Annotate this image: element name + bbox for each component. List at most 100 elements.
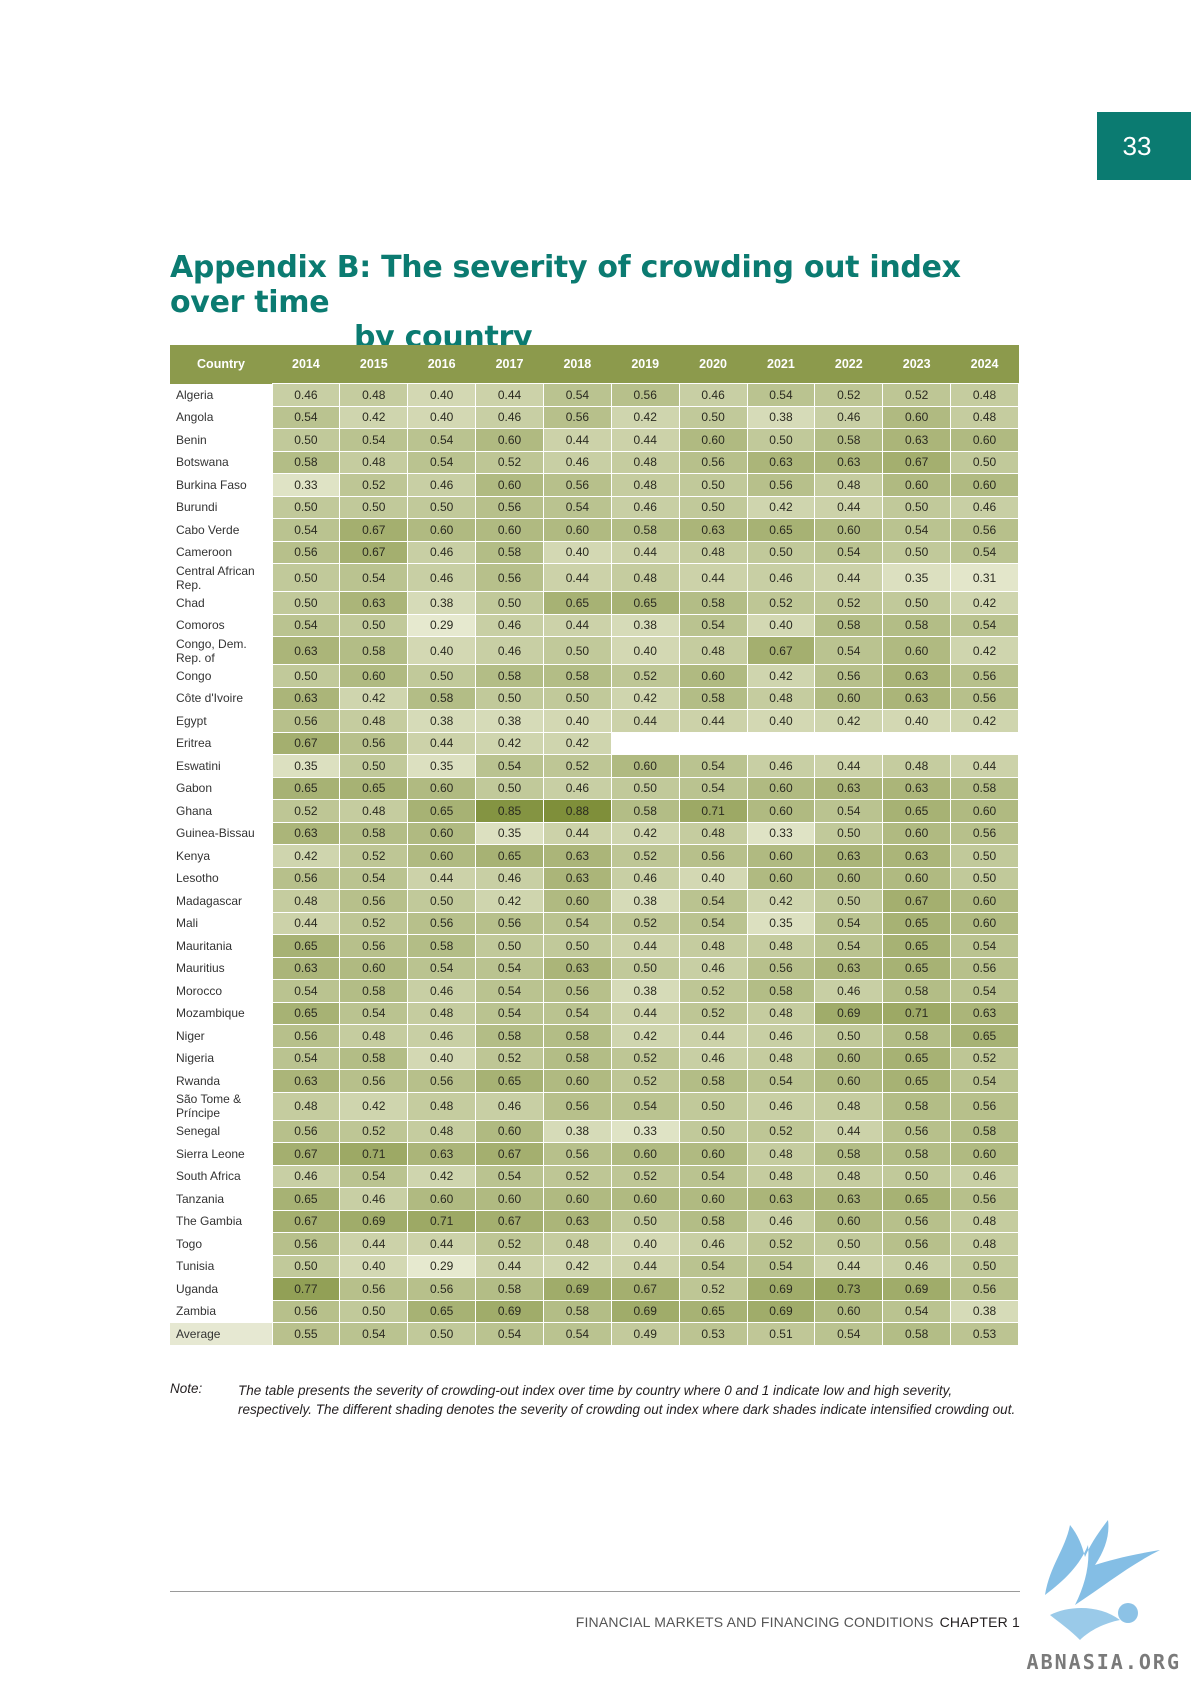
index-value-cell: 0.44 xyxy=(610,1254,680,1278)
index-value-cell: 0.56 xyxy=(950,1091,1019,1121)
index-value-cell: 0.54 xyxy=(271,518,341,542)
country-cell: South Africa xyxy=(170,1165,272,1188)
index-value-cell: 0.49 xyxy=(610,1322,680,1346)
index-value-cell: 0.56 xyxy=(475,911,544,935)
index-value-cell: 0.40 xyxy=(610,1232,680,1256)
index-value-cell: 0.52 xyxy=(610,1069,680,1093)
index-value-cell: 0.38 xyxy=(950,1299,1019,1323)
table-row: Côte d'Ivoire 0.63 0.42 0.58 0.50 0.50 0.42 0.5… xyxy=(170,686,1019,710)
country-cell: Guinea-Bissau xyxy=(170,822,272,845)
index-value-cell: 0.52 xyxy=(339,1119,409,1143)
index-value-cell: 0.54 xyxy=(678,776,748,800)
index-value-cell: 0.48 xyxy=(407,1091,477,1121)
index-value-cell: 0.48 xyxy=(950,1232,1019,1256)
index-value-cell: 0.48 xyxy=(339,1024,409,1048)
index-value-cell: 0.56 xyxy=(950,1277,1019,1301)
index-value-cell: 0.63 xyxy=(407,1142,477,1166)
country-cell: Benin xyxy=(170,428,272,451)
index-value-cell: 0.50 xyxy=(746,540,816,564)
index-value-cell: 0.46 xyxy=(814,405,884,429)
index-value-cell: 0.60 xyxy=(814,866,884,890)
index-value-cell: 0.44 xyxy=(610,709,680,733)
index-value-cell: 0.60 xyxy=(678,1187,748,1211)
index-value-cell: 0.50 xyxy=(746,428,816,452)
table-row: Eswatini 0.35 0.50 0.35 0.54 0.52 0.60 0.54 0.46… xyxy=(170,754,1019,778)
index-value-cell: 0.54 xyxy=(475,1001,544,1025)
index-value-cell: 0.54 xyxy=(339,1164,409,1188)
index-value-cell: 0.48 xyxy=(746,1046,816,1070)
index-value-cell: 0.40 xyxy=(678,866,748,890)
index-value-cell: 0.58 xyxy=(882,1024,952,1048)
index-value-cell: 0.44 xyxy=(542,613,612,637)
index-value-cell: 0.46 xyxy=(814,979,884,1003)
index-value-cell: 0.60 xyxy=(475,473,544,497)
index-value-cell: 0.50 xyxy=(271,563,341,592)
index-value-cell: 0.50 xyxy=(542,686,612,710)
index-value-cell: 0.63 xyxy=(814,1187,884,1211)
index-value-cell: 0.54 xyxy=(678,889,748,913)
index-value-cell: 0.60 xyxy=(407,1187,477,1211)
index-value-cell: 0.50 xyxy=(407,1322,477,1346)
index-value-cell: 0.44 xyxy=(814,1119,884,1143)
table-row: Congo, Dem. Rep. of 0.63 0.58 0.40 0.46 0.50 0… xyxy=(170,636,1019,665)
index-value-cell: 0.71 xyxy=(407,1209,477,1233)
index-value-cell: 0.40 xyxy=(407,405,477,429)
index-value-cell: 0.48 xyxy=(339,450,409,474)
index-value-cell: 0.54 xyxy=(678,754,748,778)
index-value-cell: 0.65 xyxy=(882,799,952,823)
index-value-cell: 0.44 xyxy=(678,1024,748,1048)
country-cell: Côte d'Ivoire xyxy=(170,687,272,710)
country-cell: Cabo Verde xyxy=(170,518,272,541)
index-value-cell: 0.56 xyxy=(271,1232,341,1256)
index-value-cell xyxy=(950,731,1019,755)
table-row: Togo 0.56 0.44 0.44 0.52 0.48 0.40 0.46 0.52 0.50… xyxy=(170,1232,1019,1256)
index-value-cell: 0.56 xyxy=(339,889,409,913)
table-row: Congo 0.50 0.60 0.50 0.58 0.58 0.52 0.60 0.42 0.5… xyxy=(170,664,1019,688)
index-value-cell: 0.40 xyxy=(542,540,612,564)
index-value-cell: 0.69 xyxy=(882,1277,952,1301)
index-value-cell: 0.69 xyxy=(475,1299,544,1323)
index-value-cell: 0.63 xyxy=(814,776,884,800)
index-value-cell: 0.52 xyxy=(475,1232,544,1256)
index-value-cell: 0.63 xyxy=(542,844,612,868)
index-value-cell: 0.58 xyxy=(542,1046,612,1070)
index-value-cell: 0.60 xyxy=(610,754,680,778)
index-value-cell: 0.56 xyxy=(542,1091,612,1121)
index-value-cell: 0.50 xyxy=(271,495,341,519)
index-value-cell: 0.63 xyxy=(882,686,952,710)
index-value-cell: 0.65 xyxy=(882,956,952,980)
index-value-cell: 0.50 xyxy=(882,1164,952,1188)
index-value-cell: 0.50 xyxy=(407,495,477,519)
index-value-cell: 0.46 xyxy=(746,754,816,778)
index-value-cell: 0.56 xyxy=(339,1277,409,1301)
table-row: Burundi 0.50 0.50 0.50 0.56 0.54 0.46 0.50 0.42 0… xyxy=(170,495,1019,519)
index-value-cell: 0.35 xyxy=(271,754,341,778)
index-value-cell: 0.53 xyxy=(678,1322,748,1346)
index-value-cell: 0.48 xyxy=(407,1001,477,1025)
index-value-cell: 0.55 xyxy=(271,1322,341,1346)
index-value-cell: 0.54 xyxy=(475,1164,544,1188)
index-value-cell: 0.48 xyxy=(678,821,748,845)
index-value-cell: 0.54 xyxy=(678,613,748,637)
index-value-cell: 0.50 xyxy=(610,956,680,980)
column-header-year: 2018 xyxy=(543,345,612,384)
index-value-cell: 0.58 xyxy=(407,686,477,710)
index-value-cell: 0.69 xyxy=(814,1001,884,1025)
index-value-cell: 0.54 xyxy=(407,956,477,980)
table-row: Tanzania 0.65 0.46 0.60 0.60 0.60 0.60 0.60 0.63… xyxy=(170,1187,1019,1211)
country-cell: Lesotho xyxy=(170,867,272,890)
index-value-cell: 0.60 xyxy=(814,686,884,710)
index-value-cell: 0.67 xyxy=(271,1142,341,1166)
index-value-cell: 0.58 xyxy=(542,664,612,688)
index-value-cell: 0.65 xyxy=(882,934,952,958)
index-value-cell: 0.46 xyxy=(475,613,544,637)
index-value-cell: 0.50 xyxy=(475,934,544,958)
index-value-cell: 0.58 xyxy=(814,1142,884,1166)
table-row: Zambia 0.56 0.50 0.65 0.69 0.58 0.69 0.65 0.69 0.… xyxy=(170,1299,1019,1323)
index-value-cell: 0.48 xyxy=(814,473,884,497)
index-value-cell: 0.50 xyxy=(950,844,1019,868)
index-value-cell: 0.33 xyxy=(271,473,341,497)
index-value-cell: 0.85 xyxy=(475,799,544,823)
index-value-cell: 0.67 xyxy=(882,889,952,913)
index-value-cell: 0.29 xyxy=(407,613,477,637)
